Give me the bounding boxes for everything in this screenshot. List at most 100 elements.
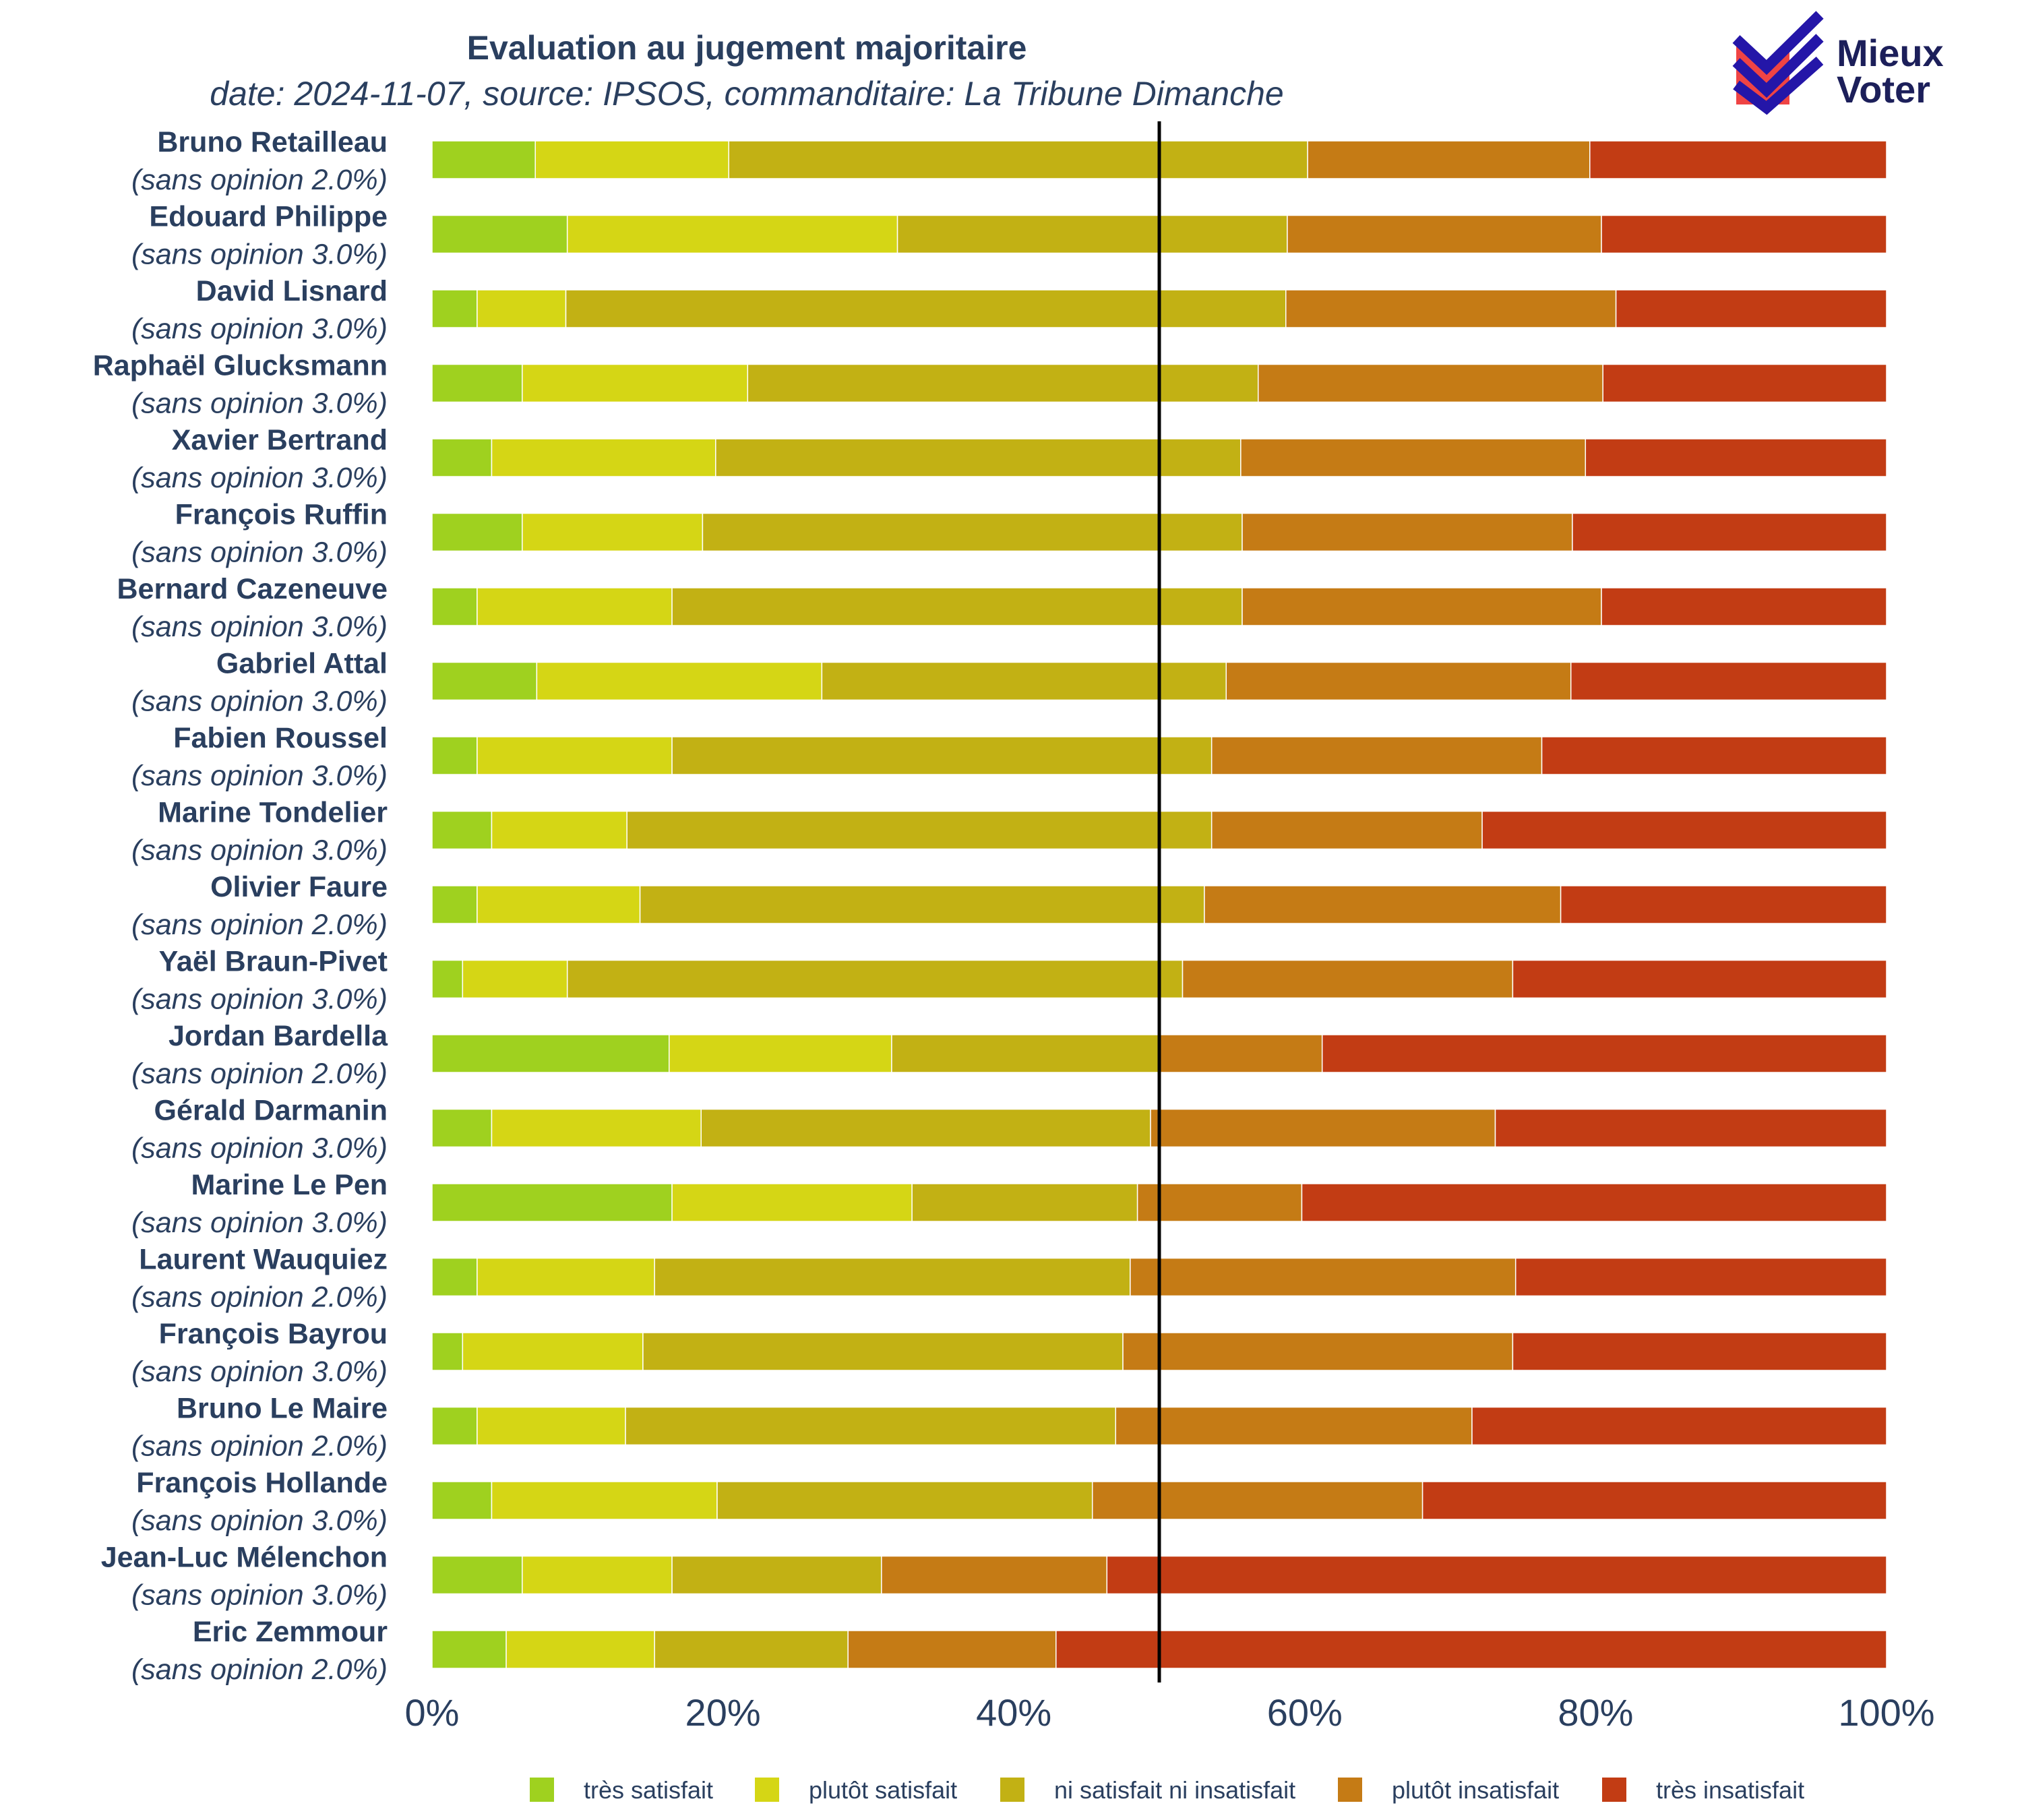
bar-segment xyxy=(1122,1332,1514,1371)
bar-segment xyxy=(1421,1481,1887,1520)
candidate-name: Edouard Philippe xyxy=(149,201,388,233)
bar-segment xyxy=(911,1183,1138,1222)
sans-opinion-label: (sans opinion 2.0%) xyxy=(131,1281,388,1314)
bar-segment xyxy=(639,885,1205,924)
legend-label: ni satisfait ni insatisfait xyxy=(1054,1776,1295,1804)
sans-opinion-label: (sans opinion 3.0%) xyxy=(131,1207,388,1239)
bar-segment xyxy=(1106,1555,1887,1595)
bar-segment xyxy=(431,661,538,701)
candidate-name: Bruno Retailleau xyxy=(157,126,388,158)
bar-segment xyxy=(431,1332,464,1371)
bar-segment xyxy=(431,438,493,477)
bar-segment xyxy=(1225,661,1572,701)
x-tick-label: 40% xyxy=(976,1691,1051,1734)
bar-segment xyxy=(477,289,567,328)
sans-opinion-label: (sans opinion 3.0%) xyxy=(131,537,388,569)
bar-segment xyxy=(522,1555,673,1595)
bar-segment xyxy=(821,661,1227,701)
bar-segment xyxy=(477,885,641,924)
bar-segment xyxy=(431,885,478,924)
candidate-name: Marine Le Pen xyxy=(191,1169,388,1201)
bar-segment xyxy=(1572,512,1887,552)
bar-segment xyxy=(566,214,898,254)
bar-segment xyxy=(1055,1630,1887,1669)
x-tick-label: 100% xyxy=(1838,1691,1934,1734)
bar-segment xyxy=(477,587,673,626)
stacked-bars xyxy=(431,140,1887,1669)
bar-segment xyxy=(1115,1406,1473,1446)
bar-segment xyxy=(728,140,1308,179)
sans-opinion-label: (sans opinion 3.0%) xyxy=(131,1579,388,1612)
bar-segment xyxy=(1242,587,1602,626)
sans-opinion-label: (sans opinion 2.0%) xyxy=(131,1654,388,1686)
sans-opinion-label: (sans opinion 3.0%) xyxy=(131,835,388,867)
bar-segment xyxy=(1204,885,1562,924)
bar-segment xyxy=(431,1630,507,1669)
bar-segment xyxy=(654,1630,849,1669)
legend-swatch xyxy=(1338,1778,1362,1802)
sans-opinion-label: (sans opinion 3.0%) xyxy=(131,611,388,643)
bar-segment xyxy=(1182,959,1514,999)
sans-opinion-label: (sans opinion 3.0%) xyxy=(131,1356,388,1388)
bar-segment xyxy=(477,1257,655,1297)
candidate-name: Fabien Roussel xyxy=(173,722,388,754)
bar-segment xyxy=(536,661,823,701)
bar-segment xyxy=(654,1257,1131,1297)
bar-segment xyxy=(491,1108,702,1148)
sans-opinion-label: (sans opinion 3.0%) xyxy=(131,313,388,345)
candidate-name: Xavier Bertrand xyxy=(172,424,388,456)
bar-segment xyxy=(881,1555,1108,1595)
bar-segment xyxy=(1307,140,1591,179)
mieux-voter-logo: Mieux Voter xyxy=(1732,11,1944,115)
bar-segment xyxy=(702,512,1243,552)
sans-opinion-label: (sans opinion 2.0%) xyxy=(131,164,388,196)
legend-swatch xyxy=(1000,1778,1024,1802)
legend-label: plutôt insatisfait xyxy=(1392,1776,1559,1804)
bar-segment xyxy=(431,140,536,179)
logo-line2: Voter xyxy=(1837,68,1930,111)
bar-segment xyxy=(715,438,1242,477)
bar-segment xyxy=(1602,363,1887,403)
bar-segment xyxy=(1091,1481,1423,1520)
bar-segment xyxy=(1211,810,1483,850)
bar-segment xyxy=(1585,438,1887,477)
bar-segment xyxy=(896,214,1288,254)
bar-segment xyxy=(431,289,478,328)
bar-segment xyxy=(1514,1257,1887,1297)
x-tick-label: 0% xyxy=(405,1691,460,1734)
bar-segment xyxy=(431,1406,478,1446)
candidate-name: Bernard Cazeneuve xyxy=(117,573,388,605)
candidate-name: Olivier Faure xyxy=(210,871,388,903)
bar-segment xyxy=(431,1257,478,1297)
bar-segment xyxy=(1242,512,1573,552)
bar-segment xyxy=(1601,214,1887,254)
sans-opinion-label: (sans opinion 2.0%) xyxy=(131,1058,388,1090)
bar-segment xyxy=(671,1183,913,1222)
bar-segment xyxy=(477,736,673,775)
bar-segment xyxy=(431,214,568,254)
chart-title: Evaluation au jugement majoritaire xyxy=(467,29,1027,67)
bar-segment xyxy=(462,1332,644,1371)
bar-segment xyxy=(1257,363,1603,403)
bar-segment xyxy=(1321,1034,1887,1073)
candidate-name: Eric Zemmour xyxy=(193,1616,388,1648)
candidate-name: Marine Tondelier xyxy=(158,797,388,829)
bar-segment xyxy=(431,810,493,850)
bar-segment xyxy=(1494,1108,1887,1148)
candidate-name: Gabriel Attal xyxy=(216,648,388,680)
bar-segment xyxy=(671,736,1213,775)
legend-label: plutôt satisfait xyxy=(809,1776,957,1804)
bar-segment xyxy=(431,363,523,403)
bar-segment xyxy=(1615,289,1887,328)
checkmark-logo-icon xyxy=(1732,11,1824,115)
legend-swatch xyxy=(1602,1778,1626,1802)
candidate-name: Yaël Braun-Pivet xyxy=(159,946,388,978)
sans-opinion-label: (sans opinion 3.0%) xyxy=(131,1505,388,1537)
bar-segment xyxy=(1159,1034,1323,1073)
bar-segment xyxy=(1150,1108,1496,1148)
bar-segment xyxy=(522,363,749,403)
bar-segment xyxy=(1512,959,1887,999)
bar-segment xyxy=(1211,736,1543,775)
bar-segment xyxy=(431,1034,670,1073)
sans-opinion-label: (sans opinion 3.0%) xyxy=(131,983,388,1016)
